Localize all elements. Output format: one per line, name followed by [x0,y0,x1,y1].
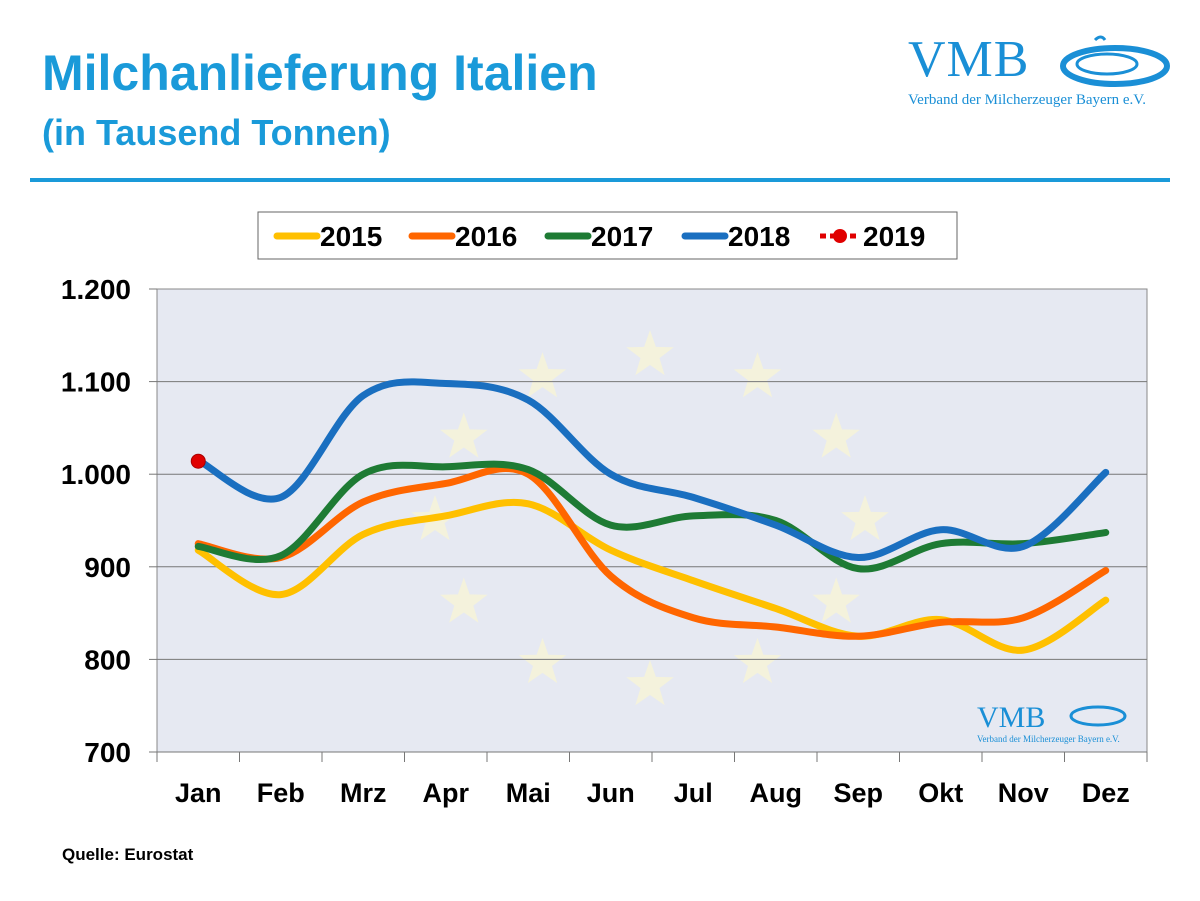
chart-subtitle: (in Tausend Tonnen) [42,112,391,153]
logo-text: VMB [908,31,1030,88]
eu-star-icon [841,495,889,541]
x-tick-label: Dez [1082,778,1130,808]
eu-star-icon [812,577,860,623]
series-line-2017 [194,460,1110,573]
x-tick-label: Nov [998,778,1049,808]
x-tick-label: Jan [175,778,222,808]
eu-star-icon [812,412,860,458]
eu-star-icon [440,412,488,458]
inner-logo-tagline: Verband der Milcherzeuger Bayern e.V. [977,734,1120,744]
inner-logo-text: VMB [977,701,1045,734]
x-tick-label: Mrz [340,778,387,808]
y-tick-label: 800 [84,644,131,675]
inner-logo-swirl-icon [1069,705,1127,727]
x-tick-label: Mai [506,778,551,808]
x-tick-label: Feb [257,778,305,808]
title-divider [30,178,1170,182]
eu-star-icon [626,660,674,706]
y-tick-label: 1.000 [61,459,131,490]
eu-star-icon [440,577,488,623]
legend-label-2015: 2015 [320,221,382,252]
x-tick-label: Sep [833,778,883,808]
y-tick-label: 1.200 [61,274,131,305]
legend: 2015 2016 2017 2018 2019 [257,211,958,260]
legend-label-2016: 2016 [455,221,517,252]
logo-swirl-icon [1060,35,1170,87]
eu-star-icon [518,637,567,684]
eu-star-icon [733,637,782,684]
x-tick-label: Aug [750,778,802,808]
legend-label-2019: 2019 [863,221,925,252]
eu-star-icon [626,330,674,376]
y-tick-label: 900 [84,552,131,583]
source-note: Quelle: Eurostat [62,845,194,864]
y-tick-label: 1.100 [61,367,131,398]
y-tick-label: 700 [84,737,131,768]
legend-label-2018: 2018 [728,221,790,252]
eu-star-icon [518,352,567,398]
series-line-2016 [194,465,1110,640]
x-tick-label: Jun [587,778,635,808]
x-tick-label: Apr [423,778,470,808]
eu-star-icon [733,352,782,398]
x-tick-label: Jul [674,778,713,808]
series-line-2018 [194,378,1110,562]
legend-label-2017: 2017 [591,221,653,252]
series-point-2019 [190,453,206,469]
logo-tagline: Verband der Milcherzeuger Bayern e.V. [908,92,1146,108]
x-tick-label: Okt [918,778,963,808]
vmb-logo: VMB Verband der Milcherzeuger Bayern e.V… [905,30,1175,115]
chart-title: Milchanlieferung Italien [42,45,598,101]
legend-marker-2019 [833,229,847,243]
